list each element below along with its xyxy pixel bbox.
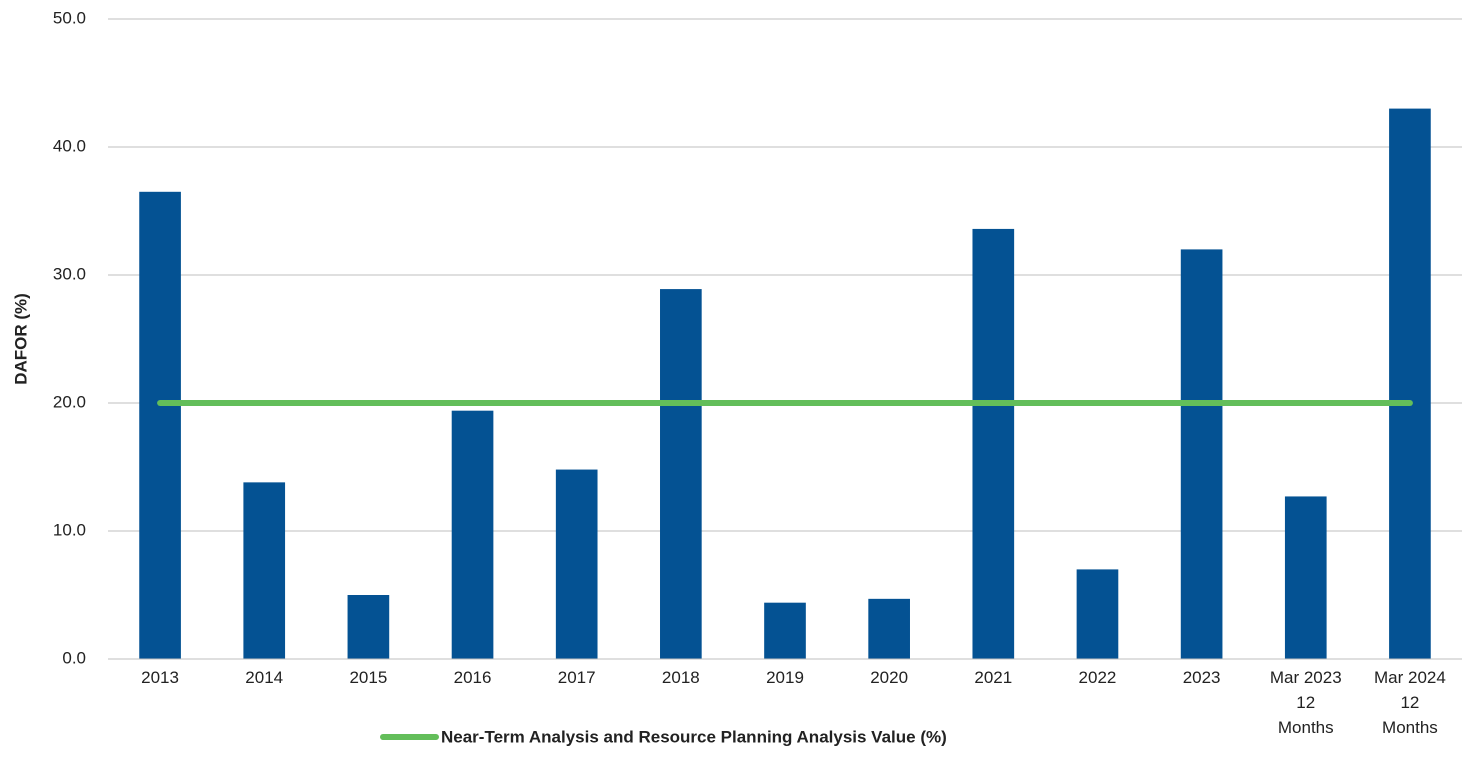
x-tick-label: 2017 [557, 668, 596, 687]
x-tick-label: 2019 [766, 668, 804, 687]
x-tick-label: 2020 [870, 668, 909, 687]
bar [139, 191, 181, 660]
x-tick-label: 2023 [1182, 668, 1221, 687]
x-tick-label: 2013 [141, 668, 179, 687]
bar [972, 228, 1015, 660]
y-tick-label: 0.0 [62, 648, 86, 667]
bar [555, 469, 598, 659]
bar [1389, 108, 1431, 660]
bar [451, 410, 494, 659]
legend-label: Near-Term Analysis and Resource Planning… [441, 727, 947, 746]
bar [1076, 569, 1119, 659]
y-tick-label: 10.0 [53, 520, 86, 539]
x-tick-label: 2022 [1078, 668, 1117, 687]
x-tick-label: 2014 [245, 668, 284, 687]
bar [243, 482, 286, 659]
y-tick-label: 30.0 [53, 264, 86, 283]
bar [1180, 249, 1223, 659]
x-tick-label: 2015 [349, 668, 388, 687]
bar [347, 595, 390, 659]
bar [868, 598, 910, 659]
y-tick-label: 50.0 [53, 8, 86, 27]
y-axis-label: DAFOR (%) [11, 293, 30, 385]
x-tick-label: 2018 [661, 668, 700, 687]
x-tick-label: 2016 [453, 668, 492, 687]
bar [764, 602, 806, 659]
y-tick-label: 20.0 [53, 392, 86, 411]
bar [1284, 496, 1327, 659]
x-tick-label: 2021 [974, 668, 1013, 687]
x-tick-label: Mar 2024 12 Months [1374, 668, 1446, 737]
y-tick-label: 40.0 [53, 136, 86, 155]
bar [660, 289, 702, 659]
x-tick-label: Mar 2023 12 Months [1269, 668, 1342, 737]
